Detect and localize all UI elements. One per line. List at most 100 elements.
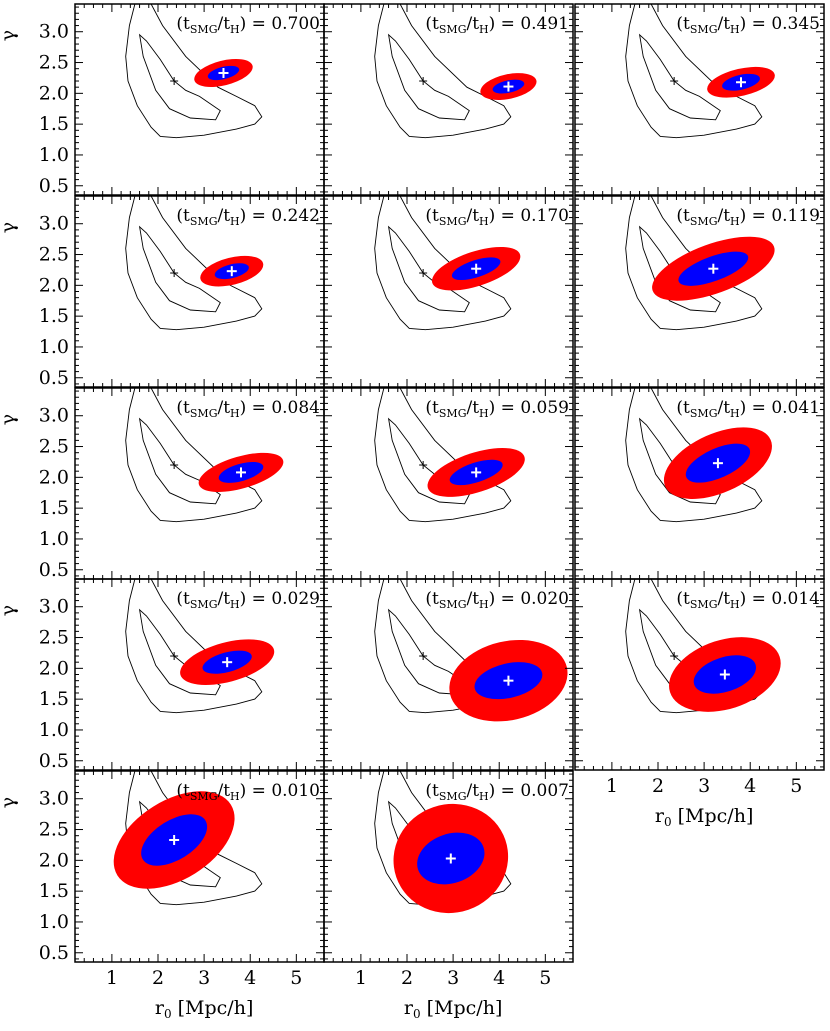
panel-label: (tSMG/tH) = 0.007 — [425, 781, 569, 803]
x-tick-label: 4 — [744, 775, 756, 797]
inner-contour — [138, 33, 221, 121]
best-fit-marker — [719, 669, 730, 680]
panel-plot-area — [125, 388, 284, 523]
panel-label: (tSMG/tH) = 0.020 — [425, 589, 569, 611]
panel-label-sub1: SMG — [190, 407, 218, 420]
panel-plot-area — [374, 579, 568, 722]
panel-label: (tSMG/tH) = 0.010 — [176, 781, 320, 803]
y-tick-label: 3.0 — [39, 213, 69, 235]
panel-label: (tSMG/tH) = 0.170 — [425, 206, 569, 228]
panel-label-sub1: SMG — [439, 598, 467, 611]
panel-label-value: ) = 0.170 — [489, 206, 569, 226]
y-tick-label: 2.5 — [39, 244, 69, 266]
reference-best-fit-marker — [419, 461, 428, 470]
y-tick-label: 1.0 — [39, 336, 69, 358]
panel-label-sub2: H — [479, 790, 489, 803]
panel-label-sub1: SMG — [690, 23, 718, 36]
panel-label-value: ) = 0.345 — [740, 14, 820, 34]
panel-6: (tSMG/tH) = 0.119 — [574, 195, 825, 388]
panel-label-sub2: H — [479, 23, 489, 36]
panel-label-prefix: (t — [176, 589, 190, 609]
y-axis-title: γ — [0, 605, 19, 616]
panel-label-sub2: H — [479, 598, 489, 611]
panel-label-prefix: (t — [425, 781, 439, 801]
y-tick-label: 1.5 — [39, 305, 69, 327]
panel-label-prefix: (t — [425, 206, 439, 226]
x-tick-label: 5 — [790, 775, 802, 797]
y-tick-label: 3.0 — [39, 21, 69, 43]
panel-label-value: ) = 0.084 — [240, 398, 320, 418]
panel-label-sub1: SMG — [690, 598, 718, 611]
panel-label-sub1: SMG — [439, 23, 467, 36]
panel-plot-area — [374, 4, 537, 139]
y-tick-label: 0.5 — [39, 750, 69, 772]
panel-9: (tSMG/tH) = 0.041 — [574, 387, 825, 580]
panel-label-prefix: (t — [176, 14, 190, 34]
x-axis-title: r0 [Mpc/h] — [404, 997, 503, 1021]
panel-label-mid: /t — [466, 781, 479, 801]
panel-plot-area — [374, 771, 512, 914]
panel-plot-area — [374, 196, 521, 331]
reference-best-fit-marker — [670, 652, 679, 661]
panel-label-value: ) = 0.242 — [240, 206, 320, 226]
reference-best-fit-marker — [419, 269, 428, 278]
panel-label: (tSMG/tH) = 0.084 — [176, 398, 320, 420]
y-tick-label: 2.5 — [39, 52, 69, 74]
x-axis-title-r: r — [404, 997, 414, 1019]
x-axis-title: r0 [Mpc/h] — [155, 997, 254, 1021]
y-tick-label: 2.0 — [39, 82, 69, 104]
reference-best-fit-marker — [170, 652, 179, 661]
panel-label: (tSMG/tH) = 0.029 — [176, 589, 320, 611]
x-axis-title-unit: [Mpc/h] — [172, 997, 254, 1019]
x-axis-title-r: r — [655, 805, 665, 827]
panel-label-value: ) = 0.700 — [240, 14, 320, 34]
inner-contour — [138, 225, 221, 313]
y-tick-label: 0.5 — [39, 559, 69, 581]
panel-14: (tSMG/tH) = 0.007 1 2 3 4 5 r0 [Mpc/h] — [323, 770, 574, 1021]
reference-best-fit-marker — [170, 269, 179, 278]
y-tick-label: 2.5 — [39, 436, 69, 458]
y-tick-label: 2.5 — [39, 819, 69, 841]
panel-plot-area — [374, 388, 525, 523]
panel-10: (tSMG/tH) = 0.029 0.5 1.0 1.5 2.0 2.5 3.0 γ — [0, 578, 325, 772]
best-fit-marker — [736, 77, 746, 88]
panel-label-mid: /t — [717, 589, 730, 609]
panel-label: (tSMG/tH) = 0.345 — [676, 14, 820, 36]
y-tick-label: 1.5 — [39, 880, 69, 902]
panel-label: (tSMG/tH) = 0.041 — [676, 398, 820, 420]
reference-best-fit-marker — [419, 77, 428, 86]
best-fit-marker — [708, 263, 719, 274]
y-axis-title: γ — [0, 414, 19, 425]
panel-label-sub1: SMG — [190, 598, 218, 611]
y-tick-label: 1.0 — [39, 144, 69, 166]
reference-best-fit-marker — [170, 77, 179, 86]
y-tick-label: 2.0 — [39, 466, 69, 488]
y-tick-label: 1.5 — [39, 688, 69, 710]
panel-plot-area — [125, 579, 275, 714]
x-tick-label: 1 — [606, 775, 618, 797]
panel-plot-area — [625, 388, 772, 523]
best-fit-marker — [471, 467, 482, 478]
x-axis-title-unit: [Mpc/h] — [672, 805, 754, 827]
panel-label-prefix: (t — [676, 14, 690, 34]
x-axis-title: r0 [Mpc/h] — [655, 805, 754, 829]
panel-label-mid: /t — [217, 14, 230, 34]
panel-label-value: ) = 0.020 — [489, 589, 569, 609]
panel-label-sub2: H — [730, 215, 740, 228]
panel-label-prefix: (t — [676, 206, 690, 226]
panel-label-mid: /t — [717, 14, 730, 34]
panel-label: (tSMG/tH) = 0.242 — [176, 206, 320, 228]
best-fit-marker — [503, 81, 514, 92]
panel-11: (tSMG/tH) = 0.020 — [323, 578, 574, 771]
panel-label-prefix: (t — [425, 14, 439, 34]
y-tick-label: 3.0 — [39, 788, 69, 810]
panel-label-prefix: (t — [425, 398, 439, 418]
panel-label: (tSMG/tH) = 0.059 — [425, 398, 569, 420]
x-tick-label: 2 — [152, 967, 164, 989]
panel-8: (tSMG/tH) = 0.059 — [323, 387, 574, 580]
panel-label-mid: /t — [717, 398, 730, 418]
panel-label-mid: /t — [466, 589, 479, 609]
panel-label-sub2: H — [479, 407, 489, 420]
panel-label-prefix: (t — [425, 589, 439, 609]
panel-label-sub2: H — [230, 23, 240, 36]
